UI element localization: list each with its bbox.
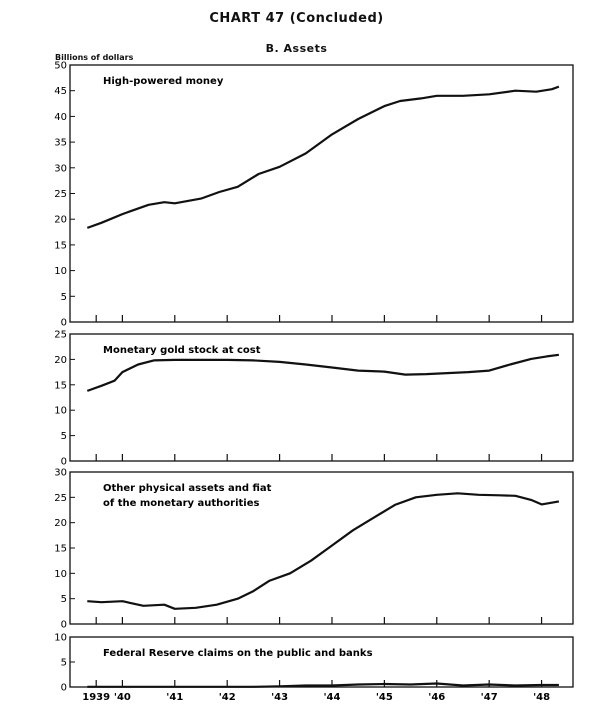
- x-tick-label: 1939: [82, 692, 110, 703]
- panel-title: High-powered money: [103, 76, 224, 87]
- y-tick-label: 15: [54, 544, 67, 555]
- y-tick-label: 25: [54, 493, 67, 504]
- y-tick-label: 10: [54, 406, 67, 417]
- y-tick-label: 20: [54, 518, 67, 529]
- y-tick-label: 25: [54, 189, 67, 200]
- unit-label: Billions of dollars: [55, 53, 134, 62]
- x-tick-label: '48: [533, 692, 550, 703]
- chart-title: CHART 47 (Concluded): [209, 11, 384, 26]
- y-tick-label: 20: [54, 215, 67, 226]
- y-tick-label: 5: [61, 292, 67, 303]
- panel-title: Federal Reserve claims on the public and…: [103, 648, 373, 659]
- x-tick-label: '41: [166, 692, 183, 703]
- y-tick-label: 0: [61, 683, 67, 694]
- panel-frame: [69, 333, 574, 462]
- y-tick-label: 10: [54, 633, 67, 644]
- y-tick-label: 35: [54, 138, 67, 149]
- y-tick-label: 10: [54, 266, 67, 277]
- panel-title: Monetary gold stock at cost: [103, 345, 261, 356]
- series-line: [86, 85, 560, 229]
- y-tick-label: 45: [54, 86, 67, 97]
- y-tick-label: 40: [54, 112, 67, 123]
- y-tick-label: 0: [61, 620, 67, 631]
- panel-title: Other physical assets and fiat: [103, 483, 272, 494]
- y-tick-label: 10: [54, 569, 67, 580]
- x-tick-label: '46: [428, 692, 445, 703]
- y-tick-label: 0: [61, 457, 67, 468]
- series-line: [87, 682, 559, 688]
- chart-subtitle: B. Assets: [265, 42, 328, 55]
- series-line: [87, 492, 560, 610]
- x-tick-label: '44: [323, 692, 340, 703]
- panel-frame: [69, 64, 574, 323]
- x-tick-label: '45: [376, 692, 393, 703]
- y-tick-label: 50: [54, 61, 67, 72]
- x-tick-label: '42: [219, 692, 236, 703]
- x-tick-label: '40: [114, 692, 131, 703]
- x-tick-label: '47: [481, 692, 498, 703]
- x-tick-label: '43: [271, 692, 288, 703]
- y-tick-label: 15: [54, 240, 67, 251]
- y-tick-label: 30: [54, 163, 67, 174]
- series-line: [86, 353, 560, 392]
- y-tick-label: 15: [54, 380, 67, 391]
- y-tick-label: 30: [54, 468, 67, 479]
- y-tick-label: 0: [61, 318, 67, 329]
- y-tick-label: 5: [61, 594, 67, 605]
- y-tick-label: 5: [61, 431, 67, 442]
- panel-title: of the monetary authorities: [103, 498, 260, 509]
- y-tick-label: 5: [61, 658, 67, 669]
- y-tick-label: 20: [54, 355, 67, 366]
- panel-frame: [69, 636, 574, 688]
- y-tick-label: 25: [54, 330, 67, 341]
